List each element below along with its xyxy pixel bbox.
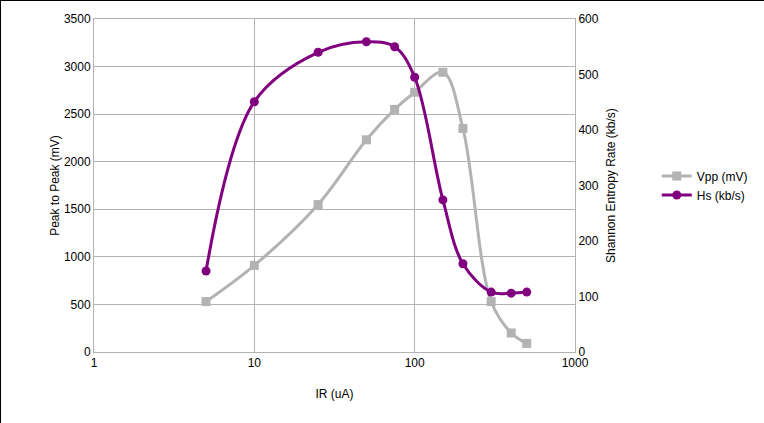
svg-text:600: 600	[578, 12, 598, 26]
svg-text:1000: 1000	[562, 356, 589, 370]
svg-text:100: 100	[578, 290, 598, 304]
svg-text:1000: 1000	[64, 250, 91, 264]
svg-text:Vpp (mV): Vpp (mV)	[697, 170, 748, 184]
svg-text:0: 0	[578, 345, 585, 359]
svg-text:IR (uA): IR (uA)	[315, 387, 353, 401]
svg-text:0: 0	[84, 345, 91, 359]
svg-text:1500: 1500	[64, 202, 91, 216]
svg-text:10: 10	[248, 356, 262, 370]
svg-text:Peak to Peak (mV): Peak to Peak (mV)	[48, 135, 62, 236]
svg-text:Hs (kb/s): Hs (kb/s)	[697, 189, 745, 203]
svg-text:2000: 2000	[64, 155, 91, 169]
svg-text:300: 300	[578, 179, 598, 193]
svg-text:200: 200	[578, 234, 598, 248]
svg-text:1: 1	[91, 356, 98, 370]
svg-text:3500: 3500	[64, 12, 91, 26]
svg-text:3000: 3000	[64, 60, 91, 74]
svg-text:100: 100	[405, 356, 425, 370]
svg-text:2500: 2500	[64, 107, 91, 121]
svg-text:500: 500	[578, 68, 598, 82]
svg-text:400: 400	[578, 123, 598, 137]
svg-text:500: 500	[71, 298, 91, 312]
svg-text:Shannon Entropy Rate (kb/s): Shannon Entropy Rate (kb/s)	[604, 108, 618, 263]
